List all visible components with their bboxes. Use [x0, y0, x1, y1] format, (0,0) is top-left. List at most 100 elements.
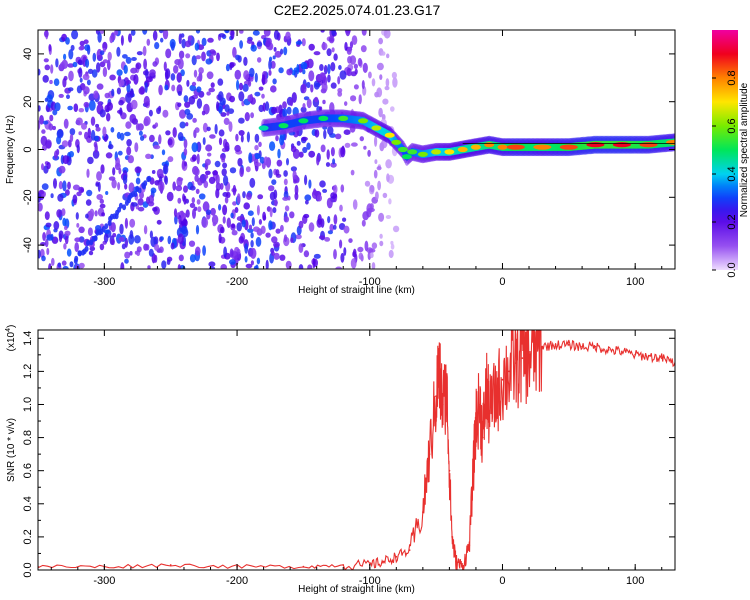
noise-cell — [223, 117, 230, 125]
noise-cell — [175, 185, 183, 192]
noise-cell — [236, 193, 241, 205]
noise-cell — [51, 257, 55, 266]
noise-cell — [348, 238, 353, 244]
noise-cell — [177, 197, 182, 204]
snr-data-point — [647, 355, 650, 358]
noise-cell — [291, 70, 296, 76]
noise-cell — [99, 50, 105, 56]
snr-data-point — [581, 345, 583, 348]
noise-cell — [99, 243, 105, 251]
noise-cell — [210, 82, 215, 88]
ridge-point — [506, 144, 525, 150]
noise-cell — [74, 237, 81, 242]
noise-cell — [191, 55, 197, 66]
noise-cell — [303, 213, 310, 219]
noise-cell — [167, 156, 174, 163]
noise-cell — [111, 238, 115, 246]
noise-cell — [95, 123, 100, 128]
noise-cell — [192, 208, 196, 219]
noise-cell — [295, 40, 303, 45]
noise-cell — [360, 45, 367, 53]
noise-cell — [335, 133, 342, 140]
noise-cell — [301, 136, 308, 141]
noise-cell — [330, 82, 337, 89]
noise-cell — [346, 67, 352, 77]
noise-cell — [159, 236, 164, 241]
noise-cell — [123, 64, 128, 74]
noise-cell — [122, 54, 128, 59]
noise-cell — [136, 51, 143, 56]
noise-cell — [260, 225, 266, 234]
noise-cell — [97, 31, 102, 43]
noise-cell — [177, 233, 184, 245]
noise-cell — [135, 177, 141, 185]
noise-cell — [197, 44, 205, 51]
noise-cell — [250, 240, 254, 248]
noise-cell — [376, 166, 382, 171]
noise-cell — [206, 126, 211, 132]
noise-cell — [304, 194, 312, 201]
noise-cell — [195, 246, 201, 256]
snr-data-point — [554, 344, 557, 346]
noise-cell — [118, 202, 123, 209]
noise-cell — [165, 130, 171, 136]
noise-cell — [66, 94, 70, 99]
line-area — [38, 330, 675, 570]
noise-cell — [183, 138, 188, 149]
noise-cell — [235, 133, 239, 142]
noise-cell — [189, 254, 196, 263]
noise-cell — [191, 142, 199, 153]
noise-cell — [377, 180, 381, 191]
noise-cell — [104, 92, 111, 99]
noise-cell — [382, 192, 388, 199]
noise-cell — [284, 205, 290, 212]
snr-data-point — [521, 357, 524, 359]
noise-cell — [379, 74, 383, 80]
noise-cell — [254, 144, 259, 151]
noise-cell — [196, 153, 200, 165]
snr-data-point — [451, 536, 453, 538]
noise-cell — [188, 96, 196, 105]
noise-cell — [330, 192, 337, 199]
scale-exponent: 4 — [5, 328, 12, 332]
noise-cell — [126, 146, 132, 156]
noise-cell — [170, 41, 175, 51]
snr-data-point — [607, 349, 610, 351]
noise-cell — [283, 170, 288, 177]
noise-cell — [369, 185, 375, 193]
noise-cell — [58, 165, 66, 174]
noise-cell — [99, 109, 106, 118]
noise-cell — [302, 146, 308, 154]
noise-cell — [133, 191, 138, 198]
noise-cell — [50, 233, 54, 241]
snr-data-point — [395, 555, 398, 558]
noise-cell — [62, 217, 67, 227]
noise-cell — [62, 155, 70, 165]
noise-cell — [174, 214, 178, 225]
noise-cell — [185, 40, 192, 48]
noise-cell — [300, 106, 307, 113]
noise-cell — [367, 149, 371, 157]
noise-cell — [93, 141, 98, 148]
noise-cell — [327, 126, 334, 136]
snr-data-point — [621, 350, 623, 353]
noise-cell — [327, 216, 331, 224]
noise-cell — [138, 87, 146, 95]
noise-cell — [220, 226, 225, 234]
snr-data-point — [472, 469, 475, 472]
y-tick-label: -40 — [22, 237, 34, 253]
noise-cell — [78, 250, 82, 257]
noise-cell — [78, 226, 85, 234]
noise-cell — [111, 179, 117, 189]
noise-cell — [142, 30, 148, 35]
noise-cell — [64, 230, 71, 236]
noise-cell — [255, 264, 259, 269]
noise-cell — [161, 260, 167, 269]
noise-cell — [361, 80, 365, 90]
noise-cell — [124, 131, 131, 137]
noise-cell — [40, 135, 48, 146]
noise-cell — [203, 180, 209, 189]
noise-cell — [248, 152, 253, 164]
noise-cell — [219, 182, 224, 190]
noise-cell — [189, 202, 196, 209]
